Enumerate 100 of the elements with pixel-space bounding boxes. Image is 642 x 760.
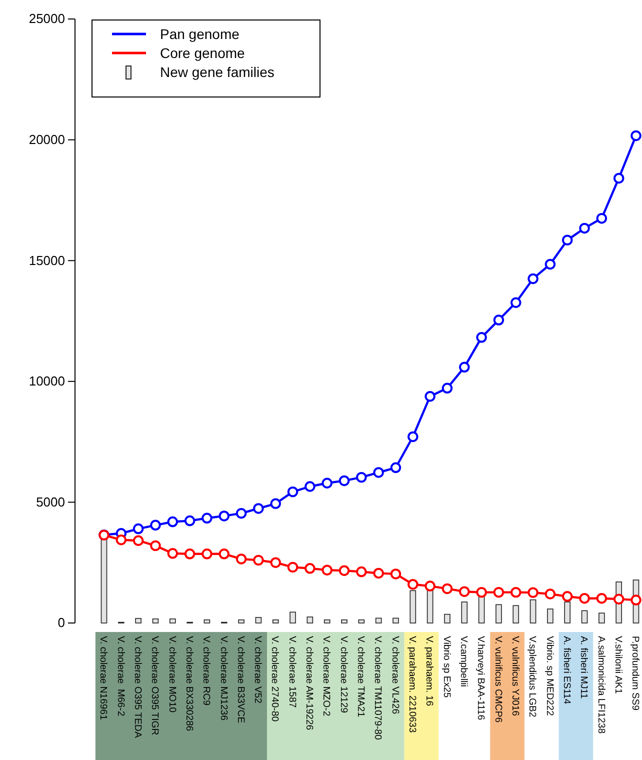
x-tick-label: V. vulnificus YJ016 (510, 636, 521, 716)
bar (598, 612, 605, 624)
bar (306, 616, 314, 624)
legend-label: Core genome (160, 45, 246, 61)
x-tick-label: V. cholerae BX330286 (183, 636, 194, 732)
x-tick-label: V. cholerae M66-2 (114, 636, 126, 716)
point (510, 297, 522, 308)
x-tick-label: V.campbellii (458, 636, 470, 687)
point (116, 534, 127, 546)
point (544, 258, 556, 270)
point (253, 554, 264, 566)
y-tick-label: 10000 (28, 374, 65, 389)
bar (564, 602, 571, 624)
point (579, 592, 590, 604)
point (287, 562, 298, 573)
point (373, 568, 384, 579)
point (476, 332, 487, 343)
point (528, 587, 538, 598)
bar (461, 602, 468, 624)
point (424, 391, 436, 402)
legend-label: New gene families (160, 64, 274, 80)
bar (392, 618, 399, 624)
point (493, 586, 504, 598)
bar (512, 605, 520, 624)
x-tick-label: V. cholerae 12129 (338, 636, 349, 713)
bar (324, 619, 330, 624)
x-tick-label: P.profundum SS9 (630, 636, 641, 710)
point (304, 481, 316, 492)
point (202, 512, 212, 524)
point (442, 583, 453, 594)
x-tick-label: A. fisheri MJ11 (578, 636, 590, 699)
bar (238, 619, 244, 624)
point (184, 515, 196, 526)
point (596, 212, 608, 224)
x-tick-label: V. parahaem. 2210633 (406, 636, 418, 733)
x-tick-label: V. cholerae MZO-2 (320, 636, 332, 716)
point (338, 475, 350, 486)
point (202, 548, 212, 560)
x-tick-label: Vibrio sp Ex25 (440, 636, 452, 698)
x-tick-label: V. parahaem. 16 (424, 636, 435, 706)
point (408, 431, 418, 442)
legend-label: Pan genome (160, 26, 240, 42)
x-tick-label: V. cholerae O395 TIGR (149, 636, 160, 736)
x-tick-label: V. cholerae MO10 (166, 636, 178, 712)
point (356, 566, 367, 578)
point (322, 478, 332, 488)
point (322, 564, 332, 576)
point (424, 580, 436, 592)
point (544, 588, 556, 600)
point (150, 540, 161, 552)
bar (272, 619, 279, 624)
point (459, 362, 470, 373)
bar (152, 618, 159, 624)
bar (410, 590, 416, 624)
x-tick-label: V.harveyi BAA-1116 (475, 636, 486, 720)
x-tick-label: A.salmonicida LFI1238 (595, 636, 606, 734)
bar (375, 618, 382, 624)
point (338, 565, 350, 576)
point (132, 523, 144, 534)
y-tick-label: 5000 (36, 494, 65, 510)
x-tick-label: V.shilonii AK1 (612, 636, 624, 694)
point (579, 222, 590, 234)
bar (496, 604, 502, 624)
point (442, 382, 453, 394)
point (408, 578, 418, 590)
bar (530, 599, 536, 624)
x-tick-label: A. fisheri ES114 (560, 636, 572, 705)
point (528, 273, 538, 284)
x-tick-label: V. cholerae TM11079-80 (372, 636, 384, 740)
bar (426, 589, 434, 624)
point (218, 548, 230, 560)
x-tick-label: V. cholerae O395 TEDA (132, 636, 143, 738)
x-tick-label: V. cholerae N16961 (98, 636, 109, 720)
point (304, 563, 316, 574)
point (270, 557, 281, 568)
bar (255, 617, 262, 624)
x-tick-label: V. cholerae RC9 (200, 636, 212, 706)
point (562, 234, 573, 246)
bar (444, 614, 450, 624)
bar (341, 619, 348, 624)
point (510, 586, 522, 598)
bar (547, 608, 554, 624)
point (493, 314, 504, 326)
x-tick-label: Vibrio. sp MED222 (544, 636, 555, 716)
y-tick-label: 25000 (28, 11, 65, 26)
point (390, 568, 402, 580)
x-tick-label: V. cholerae VL426 (389, 636, 400, 714)
point (184, 548, 196, 560)
point (150, 520, 161, 531)
point (270, 498, 281, 510)
point (596, 592, 608, 604)
point (630, 594, 642, 606)
x-tick-label: V. vulnificus CMCP6 (492, 636, 504, 723)
x-tick-label: V. cholerae V52 (252, 636, 264, 704)
x-tick-label: V. cholerae 2740-80 (269, 636, 280, 722)
point (390, 462, 402, 474)
point (613, 172, 624, 184)
point (476, 586, 487, 598)
x-tick-label: V. cholerae MJ1236 (218, 636, 229, 720)
point (356, 472, 367, 483)
